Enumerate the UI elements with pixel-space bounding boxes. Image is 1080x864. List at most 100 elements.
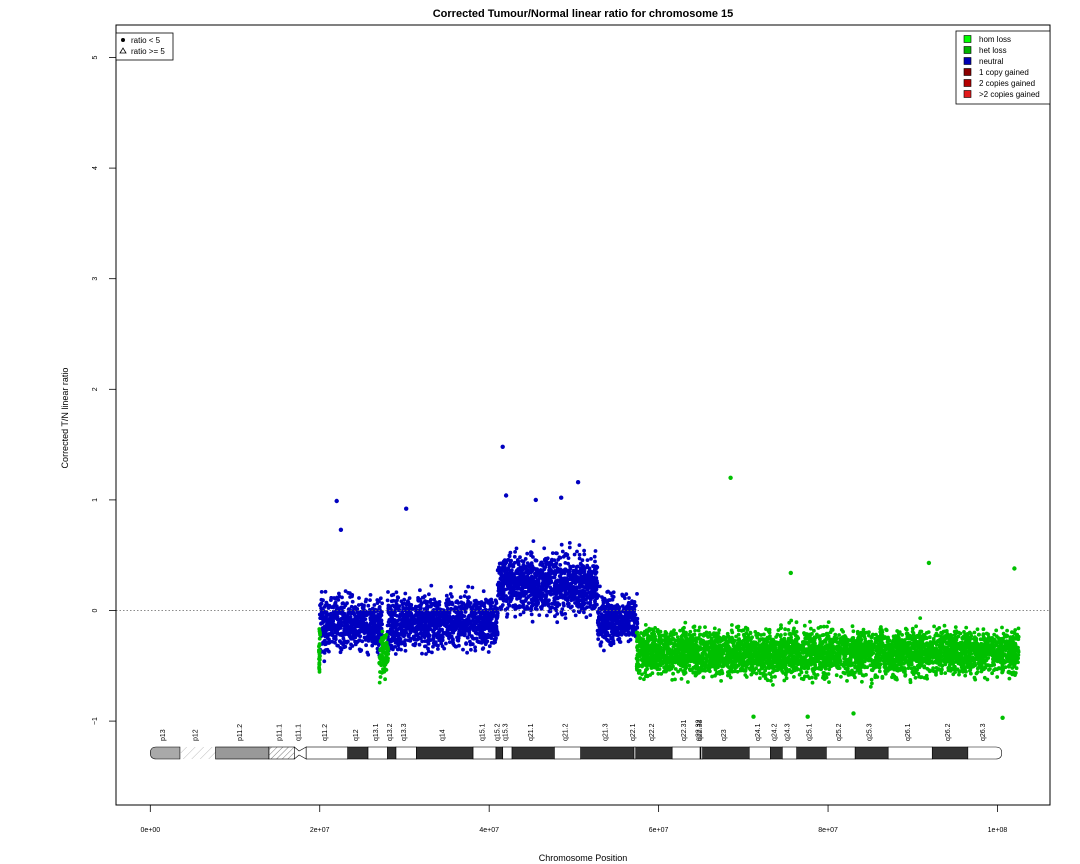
data-point [442,646,447,651]
data-point [845,679,849,683]
data-point [585,558,590,562]
data-point [382,656,387,660]
data-point [343,631,348,635]
data-point [479,632,483,637]
data-point [409,603,413,608]
data-point [568,573,573,578]
data-point [584,580,589,584]
data-point [473,648,478,653]
data-point [375,598,380,602]
data-point [348,628,353,632]
data-point [932,624,936,629]
outlier-point [533,497,538,503]
data-point [378,608,382,612]
data-point [481,589,486,594]
data-point [487,617,492,622]
data-point [521,572,526,577]
data-point [424,632,429,637]
data-point [327,603,332,608]
data-point [317,644,321,649]
data-point [589,569,594,574]
data-point [339,631,344,636]
data-point [557,595,562,600]
data-point [593,559,597,564]
data-point [393,652,398,656]
data-point [384,652,388,656]
data-point [550,551,555,555]
data-point [542,577,546,581]
data-point [374,628,379,633]
data-point [346,619,350,624]
data-point [372,603,377,607]
data-point [617,610,622,615]
data-point [362,631,367,635]
data-point [317,666,322,671]
data-point [323,616,328,620]
data-point [431,644,435,649]
data-point [555,568,560,573]
data-point [385,623,390,628]
data-point [624,620,629,625]
data-point [540,562,545,566]
data-point [622,625,627,629]
data-point [399,599,404,604]
data-point [577,591,582,596]
data-point [462,614,467,618]
data-point [394,590,399,595]
data-point [407,596,412,600]
data-point [454,623,458,627]
data-point [418,636,423,641]
data-point [540,585,544,590]
data-point [418,599,423,603]
data-point [349,621,354,626]
data-point [629,601,634,606]
data-point [633,626,637,631]
data-point [603,632,608,637]
data-point [529,604,534,609]
data-point [503,562,508,566]
data-point [334,604,339,609]
data-point [595,581,600,586]
data-point [409,617,414,621]
data-point [502,565,507,570]
data-point [524,578,529,583]
data-point [499,561,504,566]
data-point [329,626,333,630]
data-point [537,613,542,617]
data-point [521,565,526,570]
data-point [343,644,348,649]
data-point [325,626,330,631]
data-point [326,632,330,637]
data-point [554,551,558,556]
data-point [469,647,473,652]
data-point [412,637,417,642]
data-point [598,584,602,589]
data-point [319,590,324,594]
data-point [328,622,333,627]
data-point [471,623,475,627]
data-point [562,603,566,608]
data-point [587,573,591,578]
data-point [417,642,422,647]
data-point [543,565,548,569]
data-point [496,580,501,585]
data-point [602,648,606,653]
data-point [769,678,773,683]
data-point [547,563,552,568]
data-point [357,596,361,600]
data-point [461,621,465,626]
data-point [473,608,478,612]
data-point [331,618,335,623]
data-point [403,591,408,596]
data-point [514,577,519,582]
data-point [317,648,322,653]
data-point [575,549,579,554]
data-point [627,596,631,600]
data-point [463,589,468,594]
data-point [511,604,515,609]
data-point [432,627,437,632]
data-point [534,591,539,596]
data-point [403,643,407,648]
data-point [502,558,507,562]
